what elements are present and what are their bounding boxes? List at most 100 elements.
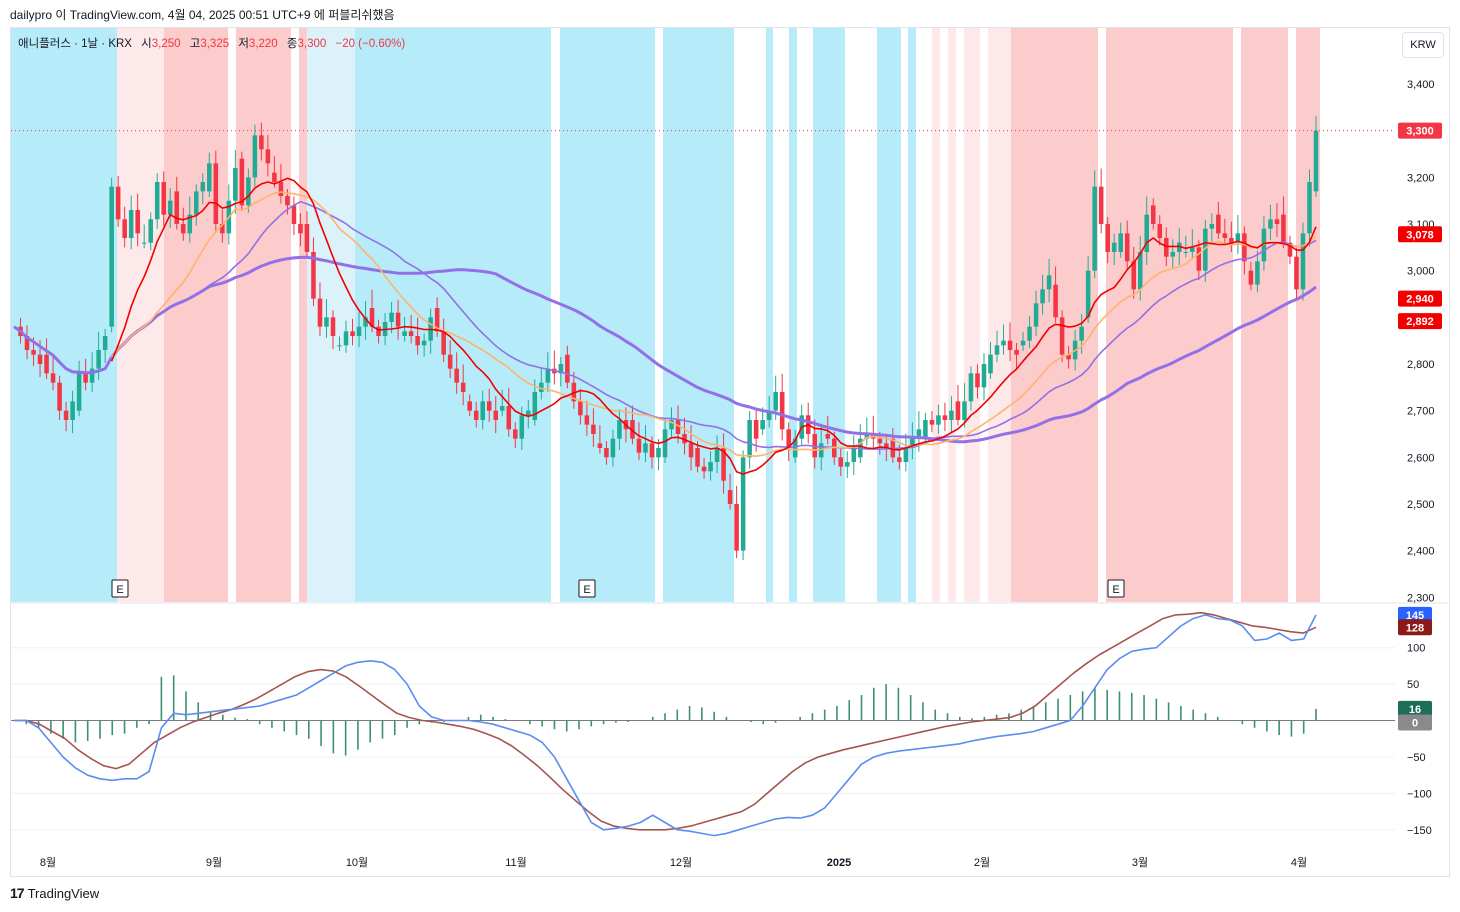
time-tick-0: 8월: [40, 856, 56, 869]
symbol-name[interactable]: 애니플러스 · 1날 · KRX: [18, 38, 132, 50]
macd-line: [14, 614, 1317, 837]
candle-body: [539, 382, 544, 392]
candle-body: [311, 252, 316, 299]
candle-body: [1268, 219, 1273, 229]
candle-body: [1027, 326, 1032, 341]
candle-body: [330, 317, 336, 336]
histogram-bar: [283, 720, 286, 732]
background-zone-4: [299, 28, 307, 602]
histogram-bar: [136, 720, 138, 728]
candle-body: [1281, 214, 1286, 243]
histogram-bar: [307, 720, 310, 739]
candle-body: [337, 345, 342, 347]
footer-brand[interactable]: 17 TradingView: [10, 885, 99, 901]
histogram-bar: [246, 719, 249, 721]
histogram-bar: [762, 720, 765, 725]
histogram-bar: [1118, 691, 1121, 721]
candle-body: [486, 401, 492, 411]
candle-body: [343, 331, 349, 346]
histogram-bar: [50, 720, 52, 734]
price-tag-label-1: 3,078: [1406, 229, 1434, 241]
candle-body: [766, 410, 772, 420]
candle-body: [1131, 261, 1136, 290]
histogram-bar: [1229, 720, 1231, 722]
candle-body: [818, 443, 824, 458]
histogram-bar: [909, 695, 912, 721]
candle-body: [734, 504, 739, 551]
candle-body: [610, 438, 616, 458]
histogram-bar: [983, 716, 986, 721]
histogram-bar: [332, 720, 335, 754]
candle-body: [864, 434, 870, 439]
background-zone-2: [164, 28, 228, 602]
background-zone-6: [355, 28, 551, 602]
histogram-bar: [1155, 698, 1158, 721]
candle-body: [24, 336, 30, 350]
candle-body: [1020, 340, 1026, 346]
candle-body: [968, 373, 974, 402]
candle-body: [115, 186, 121, 220]
candle-body: [246, 177, 251, 206]
currency-button[interactable]: KRW: [1402, 32, 1444, 58]
histogram-bar: [516, 720, 519, 722]
candle-body: [656, 448, 661, 458]
candle-body: [1313, 130, 1319, 192]
histogram-bar: [381, 720, 384, 739]
candle-body: [1255, 261, 1260, 285]
candle-body: [955, 401, 961, 420]
histogram-bar: [344, 720, 347, 756]
candle-body: [1216, 214, 1221, 234]
candle-body: [578, 401, 583, 416]
candle-body: [1150, 205, 1156, 224]
candle-body: [903, 448, 909, 462]
candle-body: [1053, 284, 1058, 318]
candle-body: [200, 182, 206, 192]
histogram-bar: [811, 713, 814, 721]
candle-body: [408, 331, 414, 336]
background-zone-8: [663, 28, 734, 602]
candle-body: [402, 331, 407, 336]
histogram-bar: [467, 716, 470, 721]
symbol-legend[interactable]: 애니플러스 · 1날 · KRX 시3,250 고3,325 저3,220 종3…: [18, 35, 405, 51]
background-zone-9: [766, 28, 773, 602]
price-tag-label-2: 2,940: [1406, 294, 1434, 306]
candle-body: [135, 210, 140, 234]
candle-body: [76, 373, 82, 411]
indicator-tick-2: −50: [1407, 752, 1426, 764]
candle-body: [812, 434, 818, 458]
candle-body: [89, 368, 95, 383]
earnings-marker-0: [111, 579, 129, 598]
histogram-bar: [995, 714, 998, 721]
background-zone-15: [948, 28, 956, 602]
candle-body: [369, 308, 375, 327]
candle-body: [962, 401, 967, 420]
candle-body: [259, 135, 264, 150]
histogram-bar: [406, 720, 408, 728]
brand-name: TradingView: [27, 885, 100, 901]
publish-caption: dailypro 이 TradingView.com, 4월 04, 2025 …: [10, 8, 395, 22]
price-tick-5: 3,000: [1407, 266, 1435, 278]
ma-long-line: [13, 255, 1317, 444]
background-zone-21: [1296, 28, 1320, 602]
candle-body: [825, 434, 831, 439]
candle-body: [773, 392, 778, 411]
histogram-bar: [1180, 705, 1182, 721]
candle-body: [37, 354, 43, 364]
candle-body: [1287, 242, 1293, 257]
histogram-bar: [737, 720, 740, 722]
histogram-bar: [676, 709, 679, 721]
candle-body: [617, 420, 622, 439]
histogram-bar: [578, 720, 580, 730]
candle-body: [923, 420, 928, 439]
candle-body: [141, 242, 147, 244]
histogram-bar: [111, 720, 114, 736]
candle-body: [753, 420, 759, 439]
histogram-bar: [320, 720, 322, 747]
candle-body: [1014, 350, 1019, 355]
histogram-bar: [295, 720, 298, 736]
price-tag-0: [1398, 122, 1442, 139]
histogram-bar: [1069, 695, 1072, 721]
histogram-bar: [885, 684, 887, 721]
candle-body: [499, 406, 505, 411]
